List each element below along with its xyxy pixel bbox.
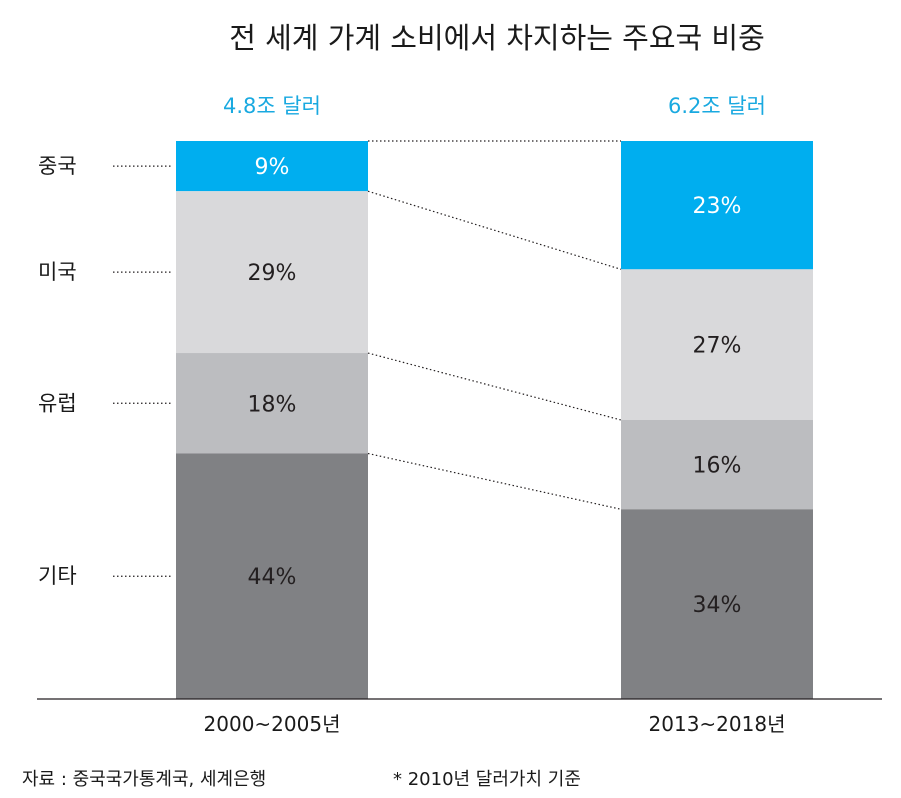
bar-segment-2-4 xyxy=(621,509,813,699)
labels-layer: 9% 29% 18% 44% 2000~2005년 4.8조 달러 23% 27% 16% 34%… xyxy=(38,94,785,736)
bar-segment-2-3 xyxy=(621,420,813,510)
bar-total-label: 4.8조 달러 xyxy=(223,94,321,118)
segment-value-label: 23% xyxy=(693,194,742,219)
footer-source: 자료 : 중국국가통계국, 세계은행 xyxy=(22,769,266,790)
bar-segment-1-4 xyxy=(176,453,368,699)
connector-line xyxy=(367,352,622,421)
bar-segment-1-3 xyxy=(176,353,368,454)
series-label: 기타 xyxy=(38,564,77,588)
bar-total-label: 6.2조 달러 xyxy=(668,94,766,118)
footer-note: * 2010년 달러가치 기준 xyxy=(393,769,581,790)
segment-value-label: 16% xyxy=(693,454,742,479)
x-tick-label: 2013~2018년 xyxy=(649,712,786,736)
segment-value-label: 44% xyxy=(248,565,297,590)
bar-segment-2-1 xyxy=(621,141,813,270)
segment-value-label: 34% xyxy=(693,593,742,618)
bar-segment-1-1 xyxy=(176,141,368,192)
connector-line xyxy=(367,190,622,270)
segment-value-label: 18% xyxy=(248,392,297,417)
bars-layer xyxy=(176,141,813,699)
connector-lines xyxy=(113,140,622,577)
series-label: 미국 xyxy=(38,260,77,284)
bar-segment-2-2 xyxy=(621,269,813,420)
series-label: 중국 xyxy=(38,154,77,178)
segment-value-label: 9% xyxy=(255,155,290,180)
series-label: 유럽 xyxy=(38,391,77,415)
bar-segment-1-2 xyxy=(176,191,368,354)
segment-value-label: 29% xyxy=(248,261,297,286)
x-tick-label: 2000~2005년 xyxy=(204,712,341,736)
chart-title: 전 세계 가계 소비에서 차지하는 주요국 비중 xyxy=(229,21,765,55)
segment-value-label: 27% xyxy=(693,334,742,359)
connector-line xyxy=(367,452,622,510)
